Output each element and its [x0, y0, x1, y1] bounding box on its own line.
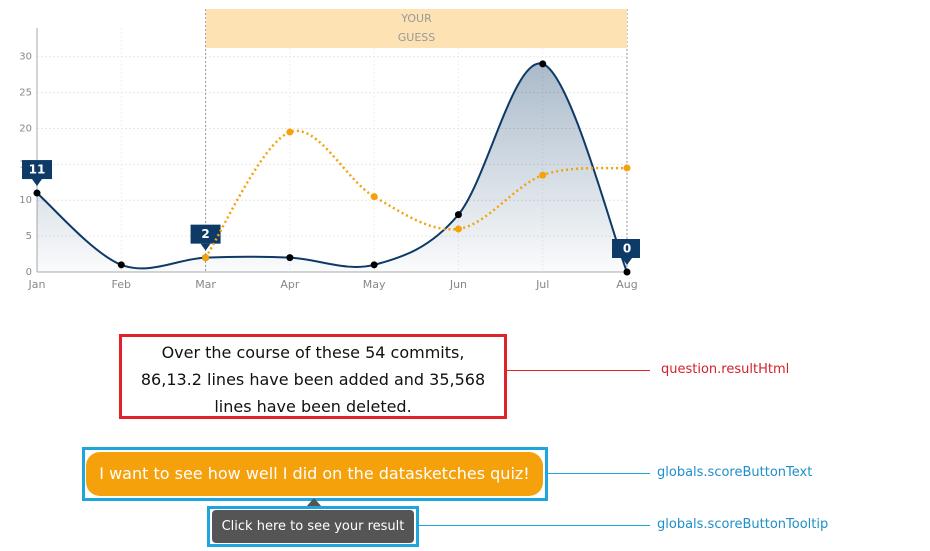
point — [454, 211, 462, 219]
x-tick-label: Jul — [535, 278, 549, 291]
data-label-box — [190, 224, 221, 244]
y-tick-label: 0 — [26, 267, 32, 278]
result-box: Over the course of these 54 commits, 86,… — [119, 334, 507, 419]
x-tick-label: Jun — [449, 278, 467, 291]
score-button[interactable]: I want to see how well I did on the data… — [86, 452, 543, 496]
result-text: Over the course of these 54 commits, 86,… — [140, 343, 486, 416]
connector — [418, 525, 650, 526]
data-label-pointer — [622, 258, 632, 265]
connector — [507, 370, 650, 371]
point — [370, 261, 378, 269]
guess-band: YOUR GUESS — [206, 9, 627, 48]
point — [33, 189, 41, 197]
data-label: 0 — [623, 242, 631, 256]
data-label: 11 — [29, 163, 46, 177]
tooltip-arrow — [306, 498, 322, 507]
data-label-box — [22, 160, 52, 180]
annotation: globals.scoreButtonText — [657, 465, 813, 480]
point — [286, 254, 294, 262]
point — [454, 225, 462, 233]
x-tick-label: Feb — [112, 278, 131, 291]
area — [37, 63, 627, 272]
point — [117, 261, 125, 269]
x-tick-label: Aug — [616, 278, 637, 291]
x-tick-label: Jan — [28, 278, 46, 291]
tooltip: Click here to see your result — [212, 510, 414, 543]
data-label-pointer — [32, 179, 42, 187]
guess-label: YOUR GUESS — [397, 12, 436, 44]
annotation: globals.scoreButtonTooltip — [657, 517, 829, 532]
chart: 051015202530JanFebMarAprMayJunJulAug1120 — [19, 9, 640, 291]
highlight-box — [207, 506, 419, 547]
y-tick-label: 30 — [19, 52, 32, 63]
point — [623, 164, 631, 172]
y-tick-label: 25 — [19, 88, 32, 99]
data-label: 2 — [201, 227, 209, 241]
x-tick-label: May — [363, 278, 386, 291]
data-label-box — [612, 239, 640, 258]
point — [286, 128, 294, 136]
x-tick-label: Mar — [195, 278, 216, 291]
point — [202, 254, 210, 262]
point — [623, 268, 631, 276]
data-label-pointer — [200, 243, 211, 251]
connector — [548, 473, 650, 474]
y-tick-label: 20 — [19, 123, 32, 134]
y-tick-label: 5 — [26, 231, 32, 242]
x-tick-label: Apr — [280, 278, 300, 291]
annotation: question.resultHtml — [661, 362, 790, 377]
y-tick-label: 10 — [19, 195, 32, 206]
point — [539, 171, 547, 179]
point — [370, 193, 378, 201]
point — [539, 60, 547, 68]
